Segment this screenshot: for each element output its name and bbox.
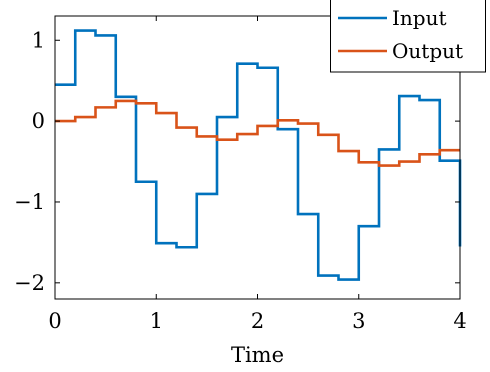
- legend-label-input: Input: [392, 6, 447, 30]
- x-tick-labels: 0 1 2 3 4: [48, 309, 466, 333]
- y-tick-labels: −2 −1 0 1: [14, 28, 45, 295]
- legend-label-output: Output: [392, 39, 463, 63]
- legend: Input Output: [330, 0, 486, 73]
- x-tick-label: 0: [48, 309, 61, 333]
- x-axis-title: Time: [231, 343, 284, 367]
- series-line-output: [55, 99, 460, 167]
- y-tick-label: 1: [32, 28, 45, 52]
- y-tick-label: 0: [32, 109, 45, 133]
- series-layer: [55, 29, 462, 281]
- x-tick-label: 4: [453, 309, 466, 333]
- x-tick-label: 3: [352, 309, 365, 333]
- y-tick-label: −2: [14, 271, 45, 295]
- x-tick-label: 1: [150, 309, 163, 333]
- legend-box: [330, 0, 486, 73]
- x-tick-label: 2: [251, 309, 264, 333]
- y-tick-label: −1: [14, 190, 45, 214]
- series-line-input: [55, 29, 462, 281]
